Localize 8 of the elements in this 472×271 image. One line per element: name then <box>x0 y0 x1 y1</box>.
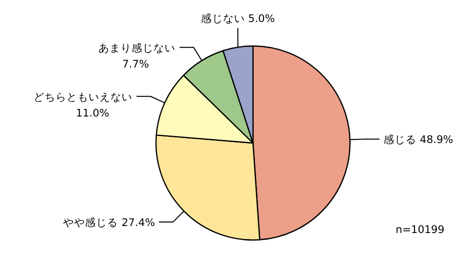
slice-label: 感じる 48.9% <box>383 133 454 146</box>
slice-label: あまり感じない <box>98 41 176 54</box>
slice-label: やや感じる 27.4% <box>63 216 155 230</box>
slice-label: どちらともいえない <box>34 91 133 104</box>
annotation: n=10199 <box>396 224 444 236</box>
data-label: 11.0% <box>76 107 110 120</box>
data-label: 7.7% <box>122 58 149 70</box>
slice-label: 感じない 5.0% <box>200 12 275 25</box>
